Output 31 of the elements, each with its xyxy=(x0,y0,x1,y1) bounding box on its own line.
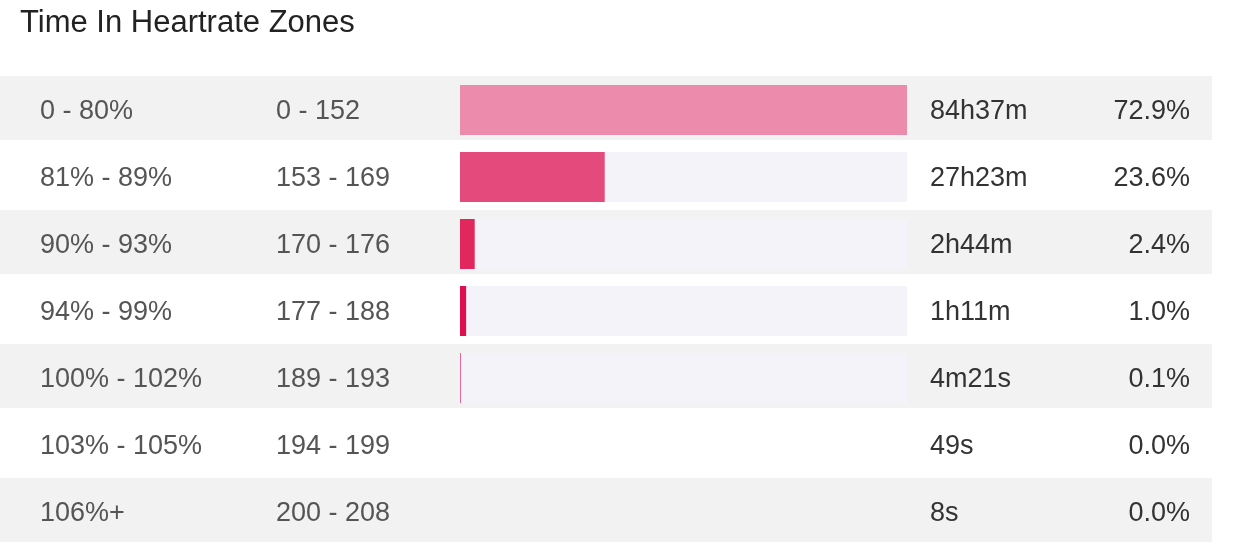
text: 1h11m xyxy=(930,294,1011,327)
text: 0 - 152 xyxy=(276,93,361,126)
data-label: 72.9% xyxy=(1113,93,1190,126)
text: Time In Heartrate Zones xyxy=(20,4,355,40)
y-tick-label: 81% - 89% xyxy=(40,161,173,192)
y-tick-label: 100% - 102% xyxy=(40,362,203,393)
text: 177 - 188 xyxy=(276,294,391,327)
text: 4m21s xyxy=(930,361,1012,394)
text: 194 - 199 xyxy=(276,428,391,461)
text: 27h23m xyxy=(930,160,1028,193)
data-label: 1.0% xyxy=(1128,294,1190,327)
bar xyxy=(460,286,467,336)
text: 189 - 193 xyxy=(276,361,391,394)
y-tick-label: 94% - 99% xyxy=(40,295,173,326)
data-label: 0.0% xyxy=(1128,495,1190,528)
text: 153 - 169 xyxy=(276,160,391,193)
data-label: 0.1% xyxy=(1128,361,1190,394)
data-label: 0.0% xyxy=(1128,428,1190,461)
y-tick-label: 103% - 105% xyxy=(40,429,203,460)
text: 49s xyxy=(930,428,974,461)
text: 170 - 176 xyxy=(276,227,391,260)
text: 84h37m xyxy=(930,93,1028,126)
data-label: 2.4% xyxy=(1128,227,1190,260)
bar xyxy=(460,219,475,269)
text: 8s xyxy=(930,495,959,528)
text: 200 - 208 xyxy=(276,495,391,528)
y-tick-label: 0 - 80% xyxy=(40,94,134,125)
y-tick-label: 90% - 93% xyxy=(40,228,173,259)
text: 2h44m xyxy=(930,227,1013,260)
data-label: 23.6% xyxy=(1113,160,1190,193)
y-tick-label: 106%+ xyxy=(40,496,125,527)
